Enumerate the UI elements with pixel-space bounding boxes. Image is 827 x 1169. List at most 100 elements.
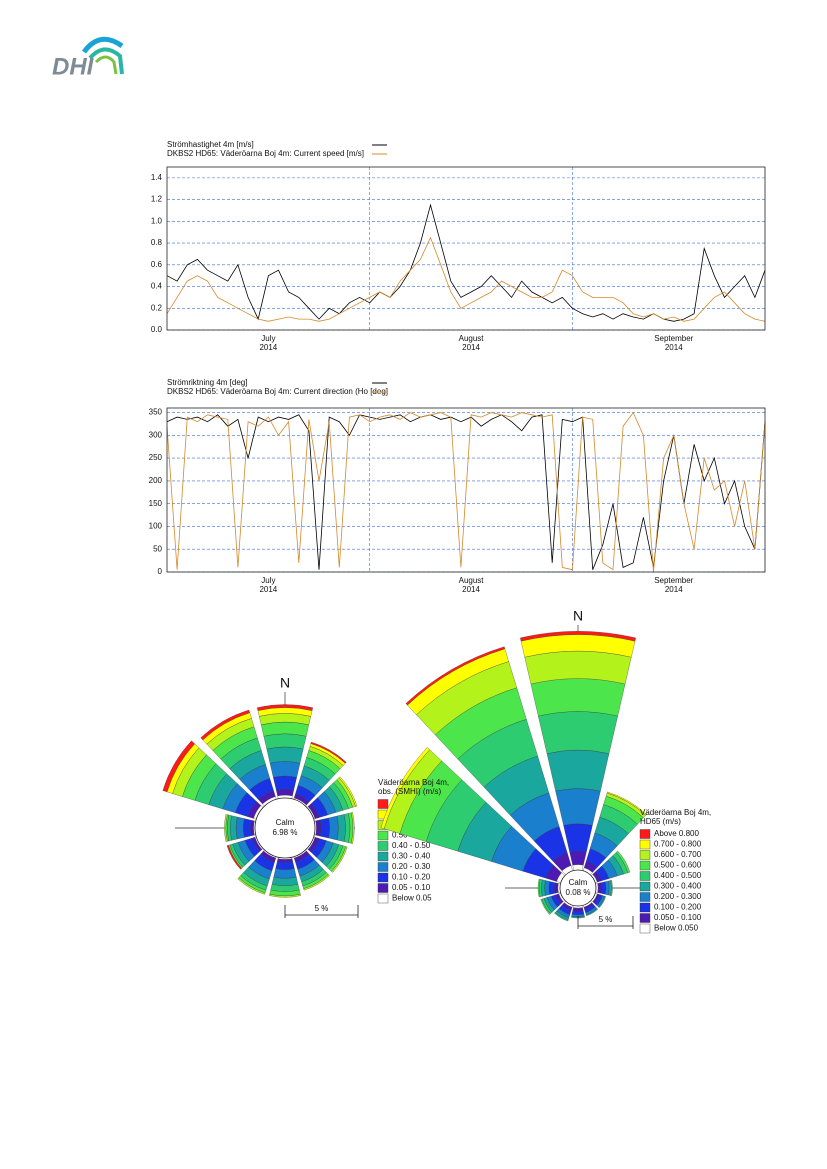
rose-segment	[328, 815, 339, 841]
rose-segment	[554, 912, 569, 922]
x-tick-label: September 2014	[654, 576, 694, 594]
rose-segment	[615, 850, 631, 873]
y-tick-label: 0.6	[151, 260, 163, 269]
y-tick-label: 300	[149, 430, 163, 439]
rose-segment	[606, 791, 647, 816]
x-tick-label: August 2014	[458, 576, 484, 594]
legend-label: 0.300 - 0.400	[654, 882, 702, 891]
legend-swatch	[639, 860, 651, 871]
rose-segment	[571, 910, 585, 915]
rose-segment	[275, 861, 295, 870]
rose-segment	[572, 864, 584, 871]
legend-label: Strömriktning 4m [deg]	[167, 378, 247, 387]
rose-segment	[269, 761, 301, 778]
legend-label: 0.10 - 0.20	[392, 873, 431, 882]
rose-segment	[319, 817, 330, 839]
legend-label: Strömhastighet 4m [m/s]	[167, 140, 254, 149]
legend-label: Below 0.05	[392, 894, 432, 903]
rose-segment	[351, 812, 355, 844]
legend-label: Above 0.800	[654, 829, 699, 838]
rose-segment	[600, 881, 607, 895]
logo-wave	[88, 47, 124, 75]
y-tick-label: 0	[158, 567, 163, 576]
y-tick-label: 1.0	[151, 216, 163, 225]
rose-segment	[537, 878, 541, 898]
calm-label: Calm	[569, 878, 588, 887]
x-tick-label: July 2014	[259, 334, 278, 352]
legend-label: DKBS2 HD65: Väderöarna Boj 4m: Current d…	[167, 387, 388, 396]
rose-segment	[224, 814, 228, 842]
logo-wave	[81, 36, 124, 54]
series-line	[166, 414, 766, 570]
x-tick-label: August 2014	[458, 334, 484, 352]
legend-label: 0.20 - 0.30	[392, 862, 431, 871]
rose-segment	[315, 819, 321, 837]
rose-segment	[548, 881, 556, 895]
rose-segment	[555, 788, 601, 826]
rose-segment	[530, 678, 626, 717]
legend-label: DKBS2 HD65: Väderöarna Boj 4m: Current s…	[167, 149, 364, 158]
legend-swatch	[377, 862, 389, 872]
north-label: N	[573, 608, 583, 624]
rose-segment	[544, 880, 550, 896]
y-tick-label: 1.2	[151, 195, 163, 204]
legend-label: 0.200 - 0.300	[654, 892, 702, 901]
legend-swatch	[639, 881, 651, 892]
y-tick-label: 250	[149, 453, 163, 462]
rose-segment	[586, 908, 599, 916]
rose-segment	[540, 898, 551, 915]
rose-segment	[336, 814, 346, 842]
series-line	[166, 236, 766, 322]
rose-segment	[310, 741, 347, 764]
legend-swatch	[639, 923, 651, 934]
legend-swatch	[377, 851, 389, 862]
y-tick-label: 350	[149, 408, 163, 417]
plot-frame	[166, 166, 766, 331]
rose-segment	[162, 740, 195, 793]
legend-swatch	[377, 872, 389, 883]
rose-segment	[554, 882, 559, 894]
rose-segment	[331, 846, 348, 873]
rose-segment	[276, 789, 294, 797]
rose-segment	[546, 749, 610, 792]
legend-label: 0.600 - 0.700	[654, 850, 702, 859]
legend-swatch	[639, 913, 651, 923]
rose-segment	[237, 877, 266, 895]
legend-label: 0.40 - 0.50	[392, 841, 431, 850]
calm-circle	[559, 869, 597, 907]
calm-circle	[254, 797, 316, 859]
rose-segment	[303, 874, 330, 891]
legend-label: 0.500 - 0.600	[654, 861, 702, 870]
rose-segment	[380, 747, 430, 829]
legend-swatch	[639, 902, 651, 913]
legend-label: 0.30 - 0.40	[392, 852, 431, 861]
y-tick-label: 50	[153, 544, 162, 553]
y-tick-label: 0.0	[151, 325, 163, 334]
plot-frame	[166, 407, 766, 573]
rose-segment	[338, 776, 358, 807]
calm-value: 6.98 %	[273, 828, 298, 837]
x-tick-label: July 2014	[259, 576, 278, 594]
rose-segment	[273, 775, 297, 791]
calm-label: Calm	[276, 818, 295, 827]
y-tick-label: 150	[149, 499, 163, 508]
legend-swatch	[639, 839, 651, 850]
rose-segment	[563, 823, 593, 853]
legend-swatch	[377, 883, 389, 893]
legend-title: Väderöarna Boj 4m, HD65 (m/s)	[640, 808, 712, 826]
legend-swatch	[639, 871, 651, 881]
rose-segment	[263, 733, 307, 750]
rose-segment	[257, 704, 313, 711]
rose-segment	[605, 880, 610, 896]
legend-label: 0.400 - 0.500	[654, 871, 702, 880]
rose-segment	[405, 646, 506, 706]
legend-swatch	[377, 893, 389, 904]
north-label: N	[280, 675, 290, 691]
x-tick-label: September 2014	[654, 334, 694, 352]
rose-segment	[273, 868, 297, 879]
legend-swatch	[639, 829, 651, 839]
legend-swatch	[377, 841, 389, 851]
legend-swatch	[639, 850, 651, 860]
